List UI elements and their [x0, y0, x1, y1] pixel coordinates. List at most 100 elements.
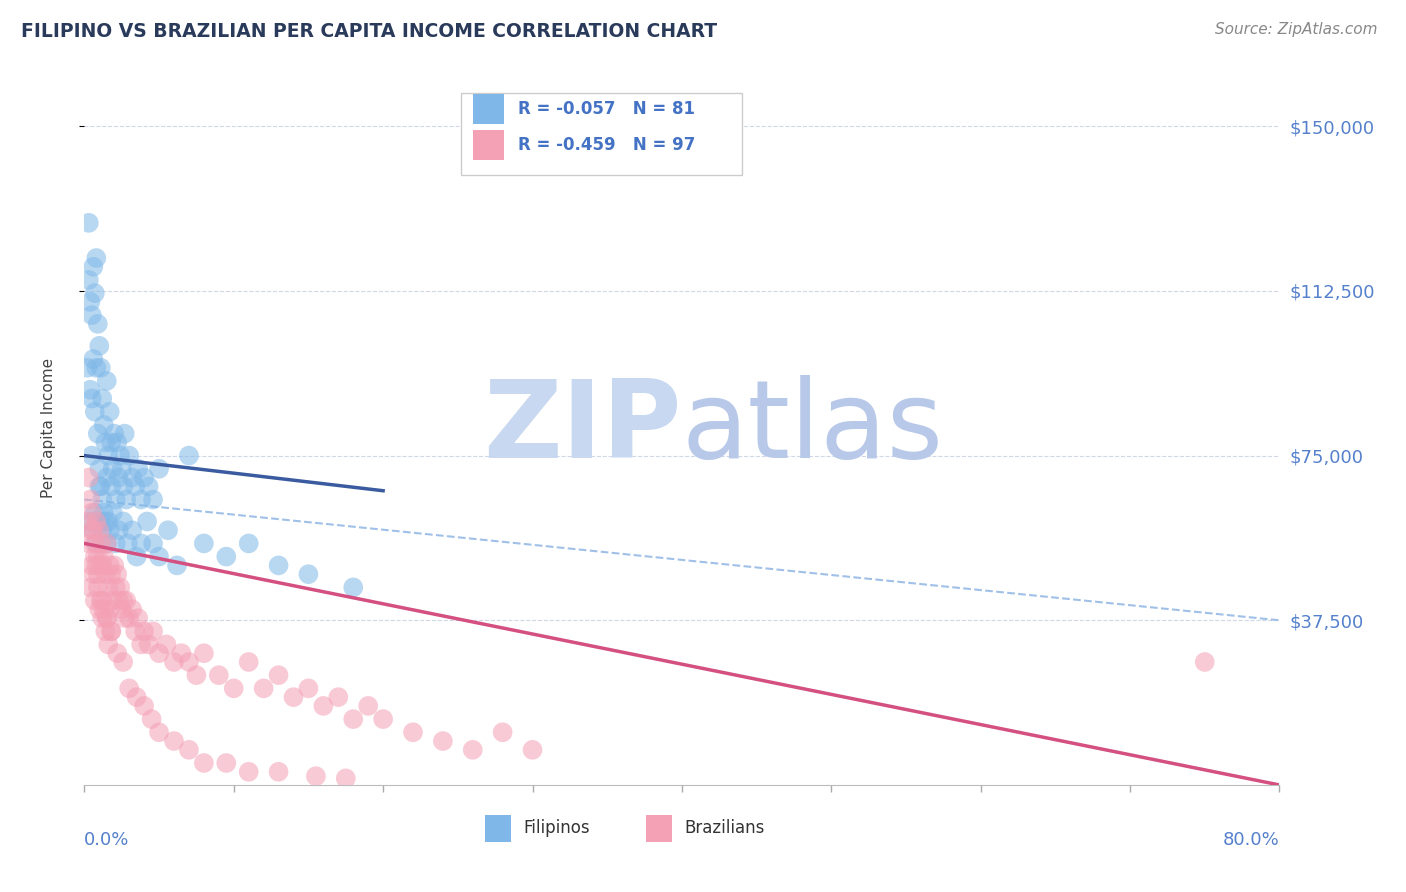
Point — [83, 506, 105, 520]
Point — [124, 479, 146, 493]
Point — [148, 646, 170, 660]
Point — [76, 360, 98, 375]
Point — [101, 506, 124, 520]
FancyBboxPatch shape — [472, 94, 503, 124]
Point — [80, 558, 103, 573]
Point — [283, 690, 305, 705]
Point — [121, 523, 143, 537]
Point — [100, 567, 122, 582]
Point — [141, 712, 163, 726]
Text: 80.0%: 80.0% — [1223, 831, 1279, 849]
Point — [100, 624, 122, 639]
Point — [107, 523, 129, 537]
Point — [90, 479, 112, 493]
Point — [93, 549, 115, 564]
Point — [97, 515, 120, 529]
Text: 0.0%: 0.0% — [84, 831, 129, 849]
Point — [90, 593, 112, 607]
Point — [86, 360, 108, 375]
Point — [238, 536, 260, 550]
Point — [82, 523, 104, 537]
Point — [111, 462, 134, 476]
Point — [89, 523, 111, 537]
Point — [82, 567, 104, 582]
Point — [83, 286, 105, 301]
Point — [142, 624, 165, 639]
Point — [79, 383, 101, 397]
Point — [93, 506, 115, 520]
Point — [96, 611, 118, 625]
Text: FILIPINO VS BRAZILIAN PER CAPITA INCOME CORRELATION CHART: FILIPINO VS BRAZILIAN PER CAPITA INCOME … — [21, 22, 717, 41]
Point — [104, 536, 127, 550]
Point — [107, 593, 129, 607]
Point — [100, 479, 122, 493]
Point — [373, 712, 395, 726]
Point — [342, 580, 364, 594]
Point — [97, 637, 120, 651]
Point — [238, 764, 260, 779]
Point — [114, 426, 136, 441]
Point — [215, 549, 238, 564]
Point — [177, 743, 200, 757]
Point — [112, 593, 135, 607]
Point — [127, 462, 149, 476]
Point — [105, 435, 128, 450]
Point — [157, 523, 180, 537]
Point — [94, 624, 117, 639]
Point — [132, 470, 156, 484]
Point — [432, 734, 454, 748]
Point — [89, 339, 111, 353]
Point — [87, 317, 110, 331]
Point — [118, 611, 141, 625]
Point — [94, 567, 117, 582]
Point — [142, 492, 165, 507]
Point — [115, 593, 138, 607]
Point — [80, 515, 103, 529]
Point — [267, 558, 290, 573]
Point — [86, 251, 108, 265]
Point — [129, 536, 152, 550]
Point — [125, 549, 148, 564]
Point — [222, 681, 245, 696]
Point — [148, 462, 170, 476]
FancyBboxPatch shape — [472, 130, 503, 160]
Point — [83, 593, 105, 607]
Point — [118, 681, 141, 696]
Point — [100, 435, 122, 450]
Point — [89, 479, 111, 493]
Point — [104, 580, 127, 594]
Point — [91, 558, 114, 573]
Point — [155, 637, 177, 651]
Point — [328, 690, 350, 705]
Point — [110, 449, 132, 463]
Point — [118, 449, 141, 463]
Point — [163, 655, 186, 669]
Point — [136, 515, 159, 529]
Point — [342, 712, 364, 726]
Point — [163, 734, 186, 748]
Point — [492, 725, 515, 739]
Point — [80, 523, 103, 537]
Point — [177, 449, 200, 463]
Point — [166, 558, 188, 573]
Point — [89, 602, 111, 616]
Point — [297, 681, 319, 696]
Point — [115, 492, 138, 507]
Point — [77, 470, 100, 484]
Point — [90, 360, 112, 375]
Point — [91, 523, 114, 537]
Point — [77, 536, 100, 550]
Point — [91, 392, 114, 406]
Point — [112, 479, 135, 493]
Point — [87, 567, 110, 582]
Point — [86, 515, 108, 529]
Point — [138, 637, 160, 651]
Point — [83, 549, 105, 564]
Point — [208, 668, 231, 682]
Point — [80, 308, 103, 322]
Text: Source: ZipAtlas.com: Source: ZipAtlas.com — [1215, 22, 1378, 37]
Point — [132, 624, 156, 639]
Point — [103, 558, 125, 573]
Point — [170, 646, 193, 660]
Point — [253, 681, 276, 696]
